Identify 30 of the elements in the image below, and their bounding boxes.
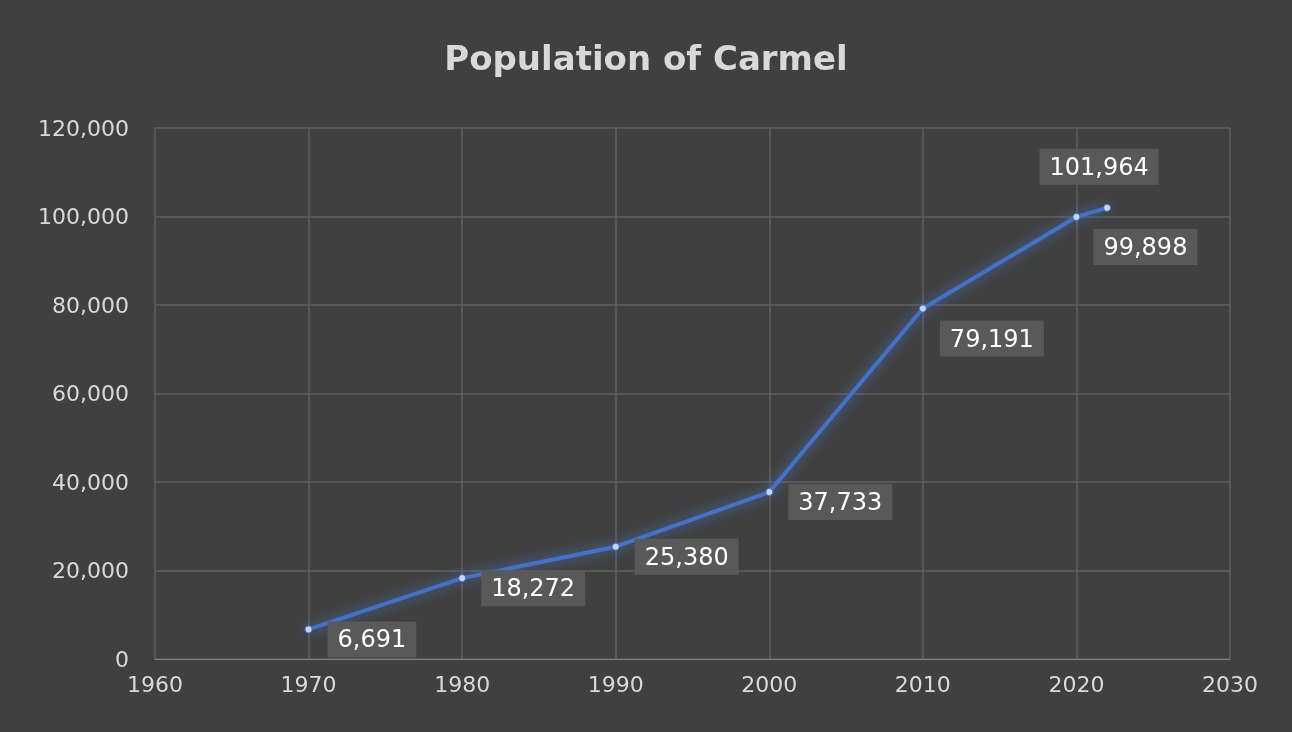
data-label: 18,272 (491, 574, 576, 603)
y-tick-label: 60,000 (52, 381, 129, 406)
data-label: 37,733 (798, 488, 883, 517)
x-tick-label: 1980 (434, 671, 491, 697)
point (304, 625, 313, 634)
chart-title: Population of Carmel (444, 38, 848, 78)
x-tick-label: 2000 (741, 671, 798, 697)
point (1072, 212, 1081, 221)
data-label: 79,191 (949, 324, 1034, 353)
point (918, 304, 927, 313)
data-label: 6,691 (337, 625, 407, 654)
point (611, 542, 620, 551)
y-tick-label: 80,000 (52, 292, 129, 318)
y-tick-label: 0 (115, 646, 129, 672)
x-tick-label: 1970 (280, 671, 337, 697)
data-label: 25,380 (644, 542, 729, 571)
point (1103, 203, 1112, 212)
x-tick-label: 2020 (1048, 671, 1105, 697)
x-tick-label: 2030 (1202, 671, 1258, 697)
y-tick-label: 100,000 (38, 204, 129, 229)
x-tick-label: 1960 (127, 671, 183, 697)
y-tick-label: 20,000 (52, 558, 129, 583)
y-tick-label: 40,000 (52, 469, 129, 495)
x-tick-label: 1990 (587, 671, 644, 697)
point (765, 488, 774, 497)
data-label: 99,898 (1103, 232, 1188, 261)
x-tick-label: 2010 (894, 671, 951, 697)
point (458, 574, 467, 583)
data-label: 101,964 (1049, 152, 1149, 181)
y-tick-label: 120,000 (38, 115, 129, 141)
